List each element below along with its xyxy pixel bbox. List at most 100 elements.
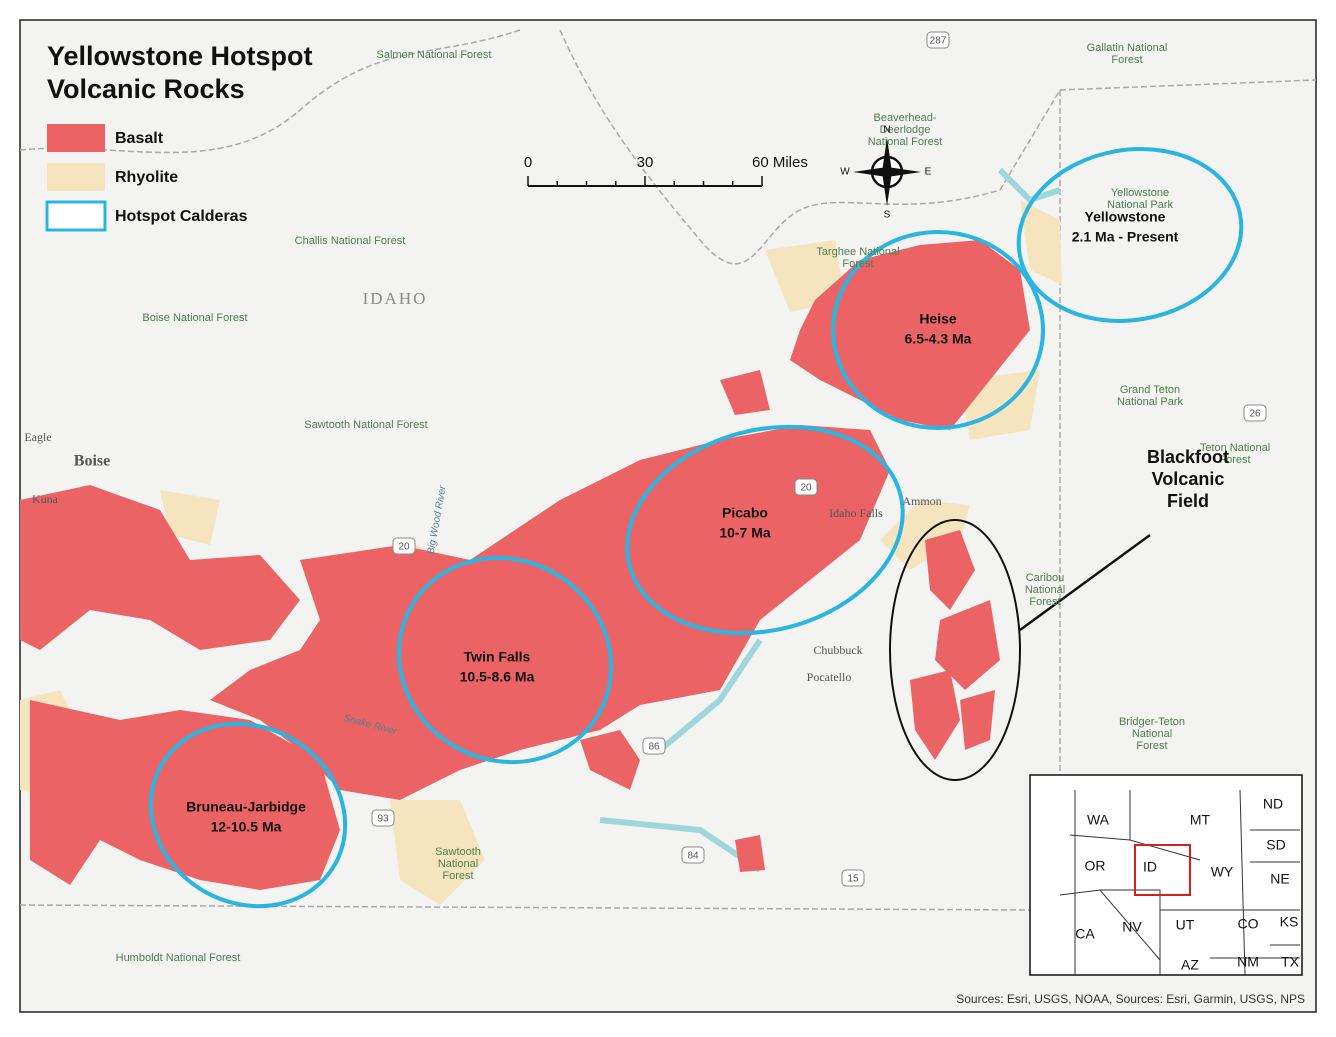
place-label: Idaho Falls	[829, 506, 883, 520]
place-label: Caribou	[1026, 572, 1065, 584]
place-label: Forest	[1029, 596, 1060, 608]
caldera-age: 10.5-8.6 Ma	[460, 669, 535, 685]
place-label: Forest	[442, 870, 473, 882]
basalt	[925, 530, 975, 610]
basalt	[210, 425, 890, 800]
boundary	[559, 29, 1061, 265]
place-label: Forest	[842, 258, 873, 270]
inset-state-label: UT	[1176, 917, 1195, 933]
inset-state-label: ID	[1143, 859, 1157, 875]
highway-label: 93	[377, 814, 389, 825]
place-label: Challis National Forest	[295, 235, 406, 247]
basalt	[910, 670, 960, 760]
inset-border	[1069, 834, 1131, 841]
place-label: National Forest	[868, 136, 943, 148]
basalt	[720, 370, 770, 415]
legend-label: Rhyolite	[115, 169, 178, 186]
inset-state-label: NM	[1237, 954, 1259, 970]
highway-shield	[926, 31, 950, 49]
volcanic-field-outline	[889, 519, 1021, 781]
inset-state-label: MT	[1190, 812, 1211, 828]
place-label: Teton National	[1200, 442, 1270, 454]
place-label: IDAHO	[363, 289, 428, 308]
rhyolite	[1020, 200, 1062, 285]
water	[997, 167, 1061, 204]
caldera-age: 10-7 Ma	[719, 525, 771, 541]
place-label: Kuna	[32, 492, 59, 506]
place-label: Targhee National	[816, 246, 899, 258]
place-label: National	[1132, 728, 1172, 740]
caldera-outline	[625, 424, 905, 636]
place-label: Grand Teton	[1120, 384, 1180, 396]
caldera-age: 6.5-4.3 Ma	[905, 331, 972, 347]
volcanic-field-label: Field	[1167, 491, 1209, 511]
inset-frame	[1029, 774, 1303, 976]
inset-state-label: CA	[1075, 926, 1095, 942]
inset-state-label: ND	[1263, 796, 1283, 812]
inset-state-label: TX	[1281, 954, 1300, 970]
inset-state-label: CO	[1238, 916, 1259, 932]
inset-state-label: OR	[1085, 858, 1106, 874]
highway-shield	[371, 809, 395, 827]
basalt	[20, 485, 300, 650]
highway-shield	[1243, 404, 1267, 422]
place-label: Deerlodge	[880, 124, 931, 136]
highway-label: 26	[1249, 409, 1261, 420]
basalt	[960, 690, 995, 750]
leader-line	[1019, 533, 1151, 632]
inset-border	[1239, 789, 1246, 976]
map-title: Volcanic Rocks	[47, 74, 245, 104]
boundary	[19, 29, 521, 154]
legend-label: Hotspot Calderas	[115, 208, 248, 225]
basalt	[30, 700, 340, 890]
highway-label: 20	[398, 542, 410, 553]
basalt	[935, 600, 1000, 690]
sources: Sources: Esri, USGS, NOAA, Sources: Esri…	[956, 992, 1305, 1006]
place-label: National	[1025, 584, 1065, 596]
place-label: Salmon National Forest	[377, 49, 492, 61]
place-label: Forest	[1111, 54, 1142, 66]
highway-label: 84	[687, 851, 699, 862]
highway-shield	[794, 478, 818, 496]
inset-state-label: KS	[1280, 914, 1299, 930]
compass-label: N	[883, 125, 890, 136]
caldera-age: 2.1 Ma - Present	[1072, 229, 1179, 245]
legend-swatch	[47, 124, 105, 152]
basalt	[735, 835, 765, 872]
volcanic-field-label: Blackfoot	[1147, 447, 1229, 467]
highway-label: 20	[800, 483, 812, 494]
highway-label: 86	[648, 742, 660, 753]
basalt	[580, 730, 640, 790]
place-label: Forest	[1136, 740, 1167, 752]
inset-state-label: WA	[1087, 812, 1110, 828]
caldera-outline	[1016, 147, 1244, 323]
inset-state-label: AZ	[1181, 957, 1199, 973]
compass-needle	[853, 138, 921, 206]
caldera-name: Heise	[919, 311, 957, 327]
caldera-outline	[396, 555, 614, 765]
place-label: Beaverhead-	[874, 112, 937, 124]
caldera-outline	[148, 721, 348, 909]
caldera-outline	[831, 230, 1045, 430]
highway-shield	[642, 737, 666, 755]
compass-label: W	[840, 167, 850, 178]
legend-swatch	[47, 163, 105, 191]
inset-highlight	[1134, 844, 1191, 896]
place-label: Ammon	[902, 494, 941, 508]
place-label: Bridger-Teton	[1119, 716, 1185, 728]
place-label: Pocatello	[807, 670, 852, 684]
compass-label: E	[925, 167, 932, 178]
inset-border	[1100, 889, 1161, 975]
rhyolite	[390, 800, 485, 905]
legend-swatch	[45, 200, 107, 232]
place-label: Eagle	[24, 430, 51, 444]
boundary	[1059, 79, 1317, 91]
place-label: Sawtooth	[435, 846, 481, 858]
place-label: Forest	[1219, 454, 1250, 466]
place-label: Sawtooth National Forest	[304, 419, 428, 431]
inset-state-label: NV	[1122, 919, 1142, 935]
highway-label: 287	[930, 36, 947, 47]
place-label: Humboldt National Forest	[116, 952, 241, 964]
highway-shield	[841, 869, 865, 887]
rhyolite	[160, 490, 220, 545]
